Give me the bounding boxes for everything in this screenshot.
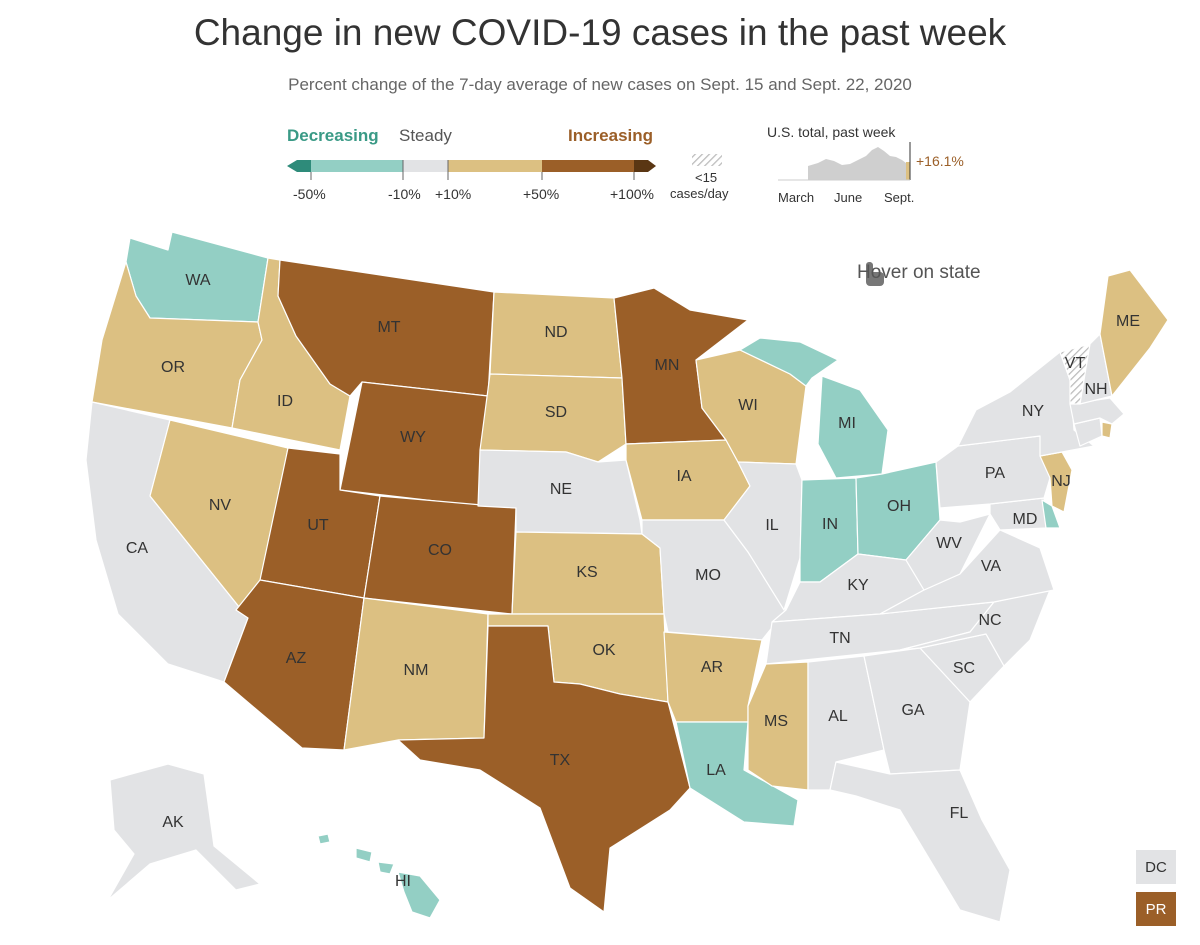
legend-tick: +100% bbox=[610, 186, 654, 202]
state-label-MI: MI bbox=[838, 415, 856, 432]
state-label-NM: NM bbox=[404, 662, 429, 679]
state-label-VA: VA bbox=[981, 558, 1001, 575]
state-label-CA: CA bbox=[126, 540, 149, 557]
legend-low-cases-line2: cases/day bbox=[670, 186, 729, 201]
state-label-AK: AK bbox=[162, 814, 184, 831]
state-AR[interactable] bbox=[663, 631, 763, 723]
state-label-WI: WI bbox=[738, 397, 758, 414]
state-AK[interactable] bbox=[107, 763, 261, 901]
state-label-KS: KS bbox=[576, 564, 597, 581]
state-label-NJ: NJ bbox=[1051, 473, 1071, 490]
state-label-OH: OH bbox=[887, 498, 911, 515]
state-NY[interactable] bbox=[957, 351, 1095, 457]
state-label-MT: MT bbox=[377, 319, 400, 336]
state-label-ID: ID bbox=[277, 393, 293, 410]
state-label-MD: MD bbox=[1013, 511, 1038, 528]
state-MA[interactable] bbox=[1069, 397, 1125, 425]
state-label-NH: NH bbox=[1084, 381, 1107, 398]
legend-tick: +50% bbox=[523, 186, 560, 202]
state-DE[interactable] bbox=[1041, 499, 1061, 529]
state-label-SC: SC bbox=[953, 660, 975, 677]
us-total-sparkline bbox=[808, 147, 906, 180]
legend-low-cases-line1: <15 bbox=[695, 170, 718, 185]
state-NC[interactable] bbox=[899, 589, 1051, 667]
state-label-VT: VT bbox=[1065, 355, 1086, 372]
legend-tick: -10% bbox=[388, 186, 421, 202]
state-label-GA: GA bbox=[901, 702, 924, 719]
state-label-CO: CO bbox=[428, 542, 452, 559]
state-label-HI: HI bbox=[395, 873, 411, 890]
legend-steady-label: Steady bbox=[399, 126, 452, 145]
state-label-NV: NV bbox=[209, 497, 232, 514]
state-label-TX: TX bbox=[550, 752, 571, 769]
us-total-axis-label: Sept. bbox=[884, 190, 915, 205]
state-label-MS: MS bbox=[764, 713, 788, 730]
state-label-ND: ND bbox=[544, 324, 567, 341]
us-total-axis-label: March bbox=[778, 190, 815, 205]
state-label-AZ: AZ bbox=[286, 650, 307, 667]
state-LA[interactable] bbox=[675, 721, 799, 827]
state-label-IA: IA bbox=[676, 468, 691, 485]
state-label-AL: AL bbox=[828, 708, 848, 725]
state-label-MO: MO bbox=[695, 567, 721, 584]
state-label-IL: IL bbox=[765, 517, 778, 534]
pr-box[interactable]: PR bbox=[1136, 892, 1176, 926]
us-total-axis-label: June bbox=[834, 190, 863, 205]
state-RI[interactable] bbox=[1101, 421, 1113, 439]
state-label-SD: SD bbox=[545, 404, 567, 421]
state-HI[interactable] bbox=[317, 833, 441, 919]
state-label-KY: KY bbox=[847, 577, 869, 594]
state-label-IN: IN bbox=[822, 516, 838, 533]
page-title: Change in new COVID-19 cases in the past… bbox=[193, 12, 1007, 53]
hover-hint: Hover on state bbox=[857, 262, 981, 283]
legend-decreasing-label: Decreasing bbox=[287, 126, 379, 145]
state-label-WA: WA bbox=[185, 272, 211, 289]
state-label-OK: OK bbox=[592, 642, 615, 659]
state-label-PA: PA bbox=[985, 465, 1005, 482]
state-ME[interactable] bbox=[1099, 269, 1169, 397]
state-TX[interactable] bbox=[397, 625, 691, 913]
state-label-UT: UT bbox=[307, 517, 329, 534]
state-label-MN: MN bbox=[655, 357, 680, 374]
state-FL[interactable] bbox=[829, 761, 1011, 923]
state-label-FL: FL bbox=[950, 805, 969, 822]
state-label-ME: ME bbox=[1116, 313, 1140, 330]
dc-box[interactable]: DC bbox=[1136, 850, 1176, 884]
us-total-value: +16.1% bbox=[916, 153, 964, 169]
state-label-LA: LA bbox=[706, 762, 726, 779]
pointer-hand-icon bbox=[858, 257, 884, 286]
legend-tick: +10% bbox=[435, 186, 472, 202]
state-NE[interactable] bbox=[477, 449, 643, 535]
page-subtitle: Percent change of the 7-day average of n… bbox=[288, 75, 912, 94]
state-label-NY: NY bbox=[1022, 403, 1045, 420]
legend-increasing-label: Increasing bbox=[568, 126, 654, 145]
state-label-AR: AR bbox=[701, 659, 723, 676]
state-label-OR: OR bbox=[161, 359, 185, 376]
state-label-NE: NE bbox=[550, 481, 572, 498]
state-label-TN: TN bbox=[829, 630, 850, 647]
legend-tick: -50% bbox=[293, 186, 326, 202]
state-label-WY: WY bbox=[400, 429, 426, 446]
state-label-NC: NC bbox=[978, 612, 1001, 629]
state-IL[interactable] bbox=[723, 461, 803, 611]
us-total-label: U.S. total, past week bbox=[767, 124, 896, 140]
state-label-WV: WV bbox=[936, 535, 962, 552]
